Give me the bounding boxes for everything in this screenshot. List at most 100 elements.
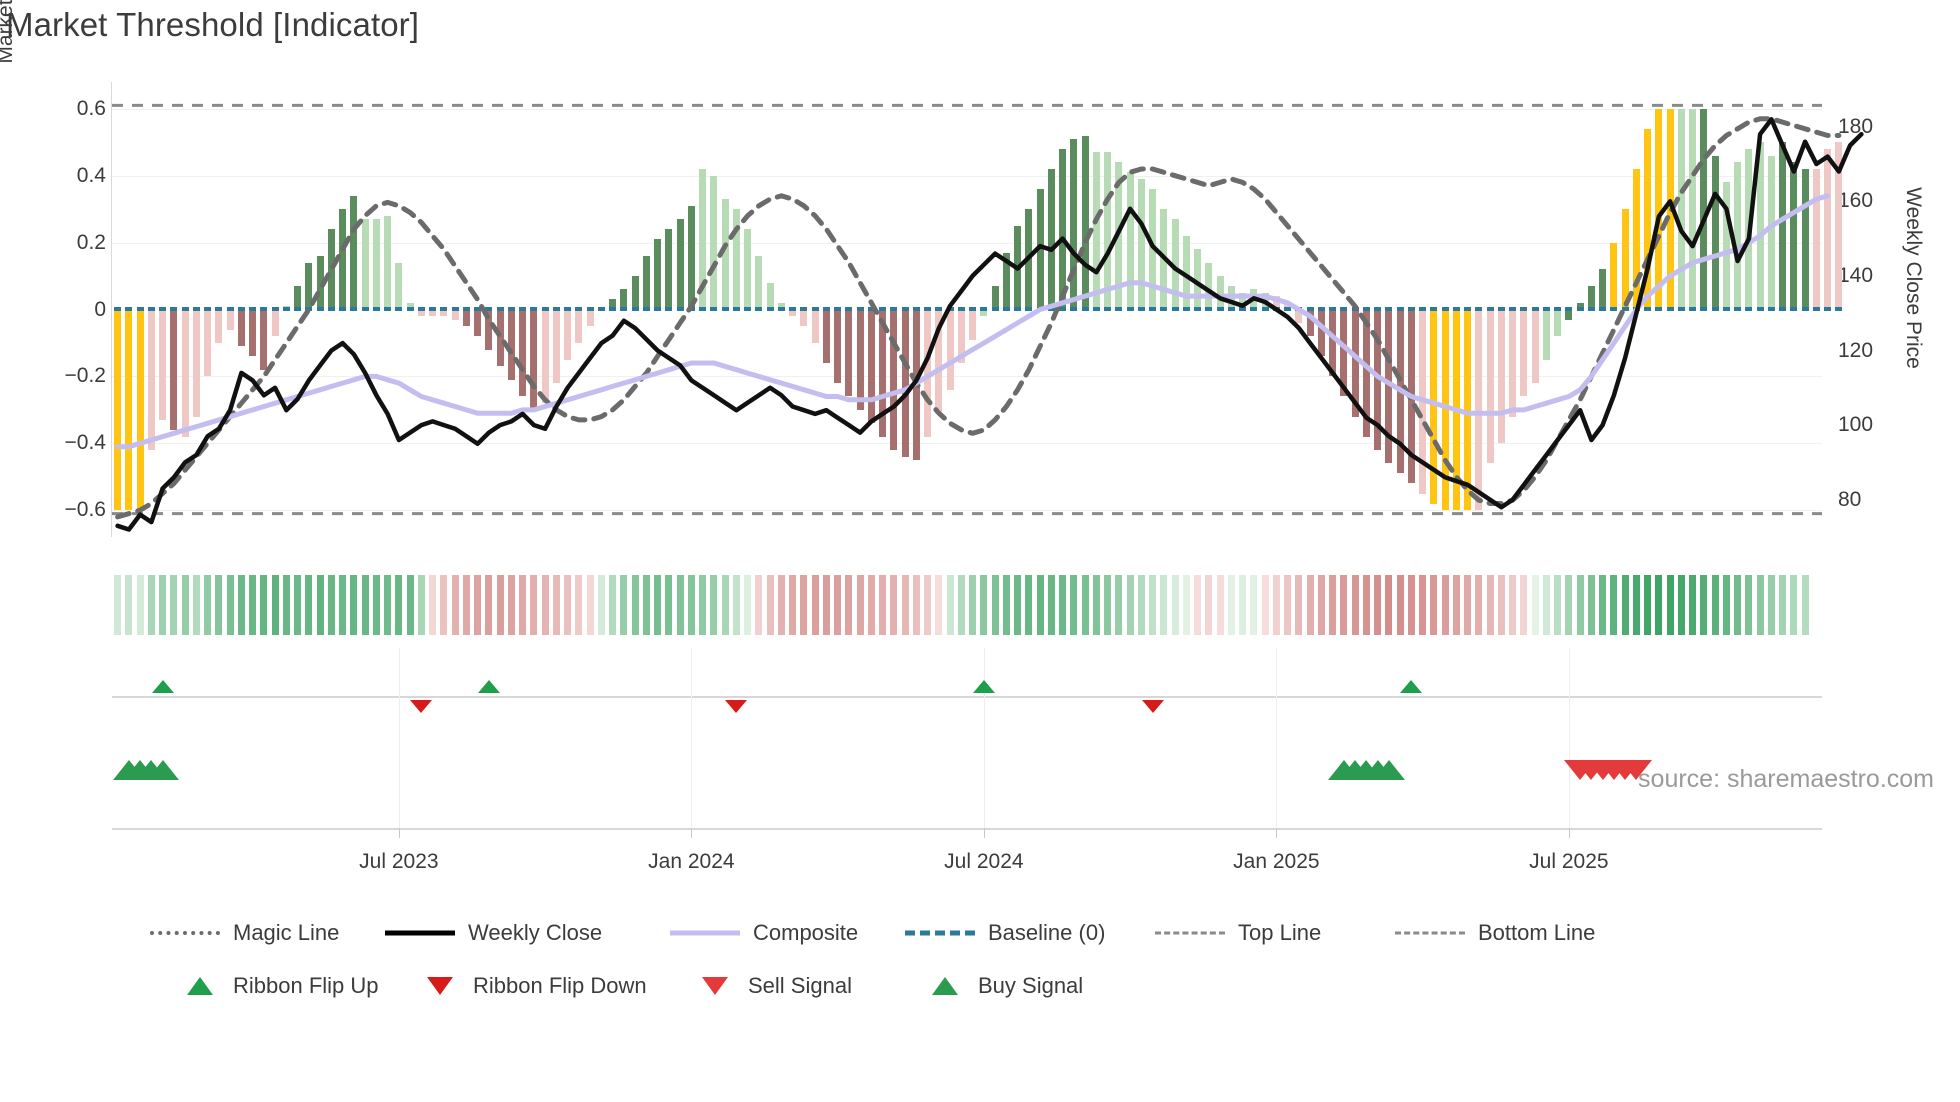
threshold-bar bbox=[1711, 155, 1719, 310]
legend-item-baseline-0[interactable]: Baseline (0) bbox=[905, 920, 1105, 946]
baseline-dash bbox=[429, 306, 437, 311]
baseline-dash bbox=[1194, 306, 1202, 311]
y-axis-left-label: Market Threshold (Composite) bbox=[0, 0, 18, 92]
signal-vgrid bbox=[398, 648, 400, 828]
legend-marker-swatch bbox=[180, 977, 220, 995]
ribbon-cell bbox=[1441, 575, 1449, 635]
ribbon-cell bbox=[1351, 575, 1359, 635]
threshold-bar bbox=[1340, 309, 1348, 397]
y-tick-right: 120 bbox=[1838, 338, 1874, 362]
baseline-dash bbox=[1711, 306, 1719, 311]
ribbon-cell bbox=[271, 575, 279, 635]
ribbon-cell bbox=[1475, 575, 1483, 635]
threshold-bar bbox=[170, 309, 178, 430]
ribbon-cell bbox=[327, 575, 335, 635]
threshold-bar bbox=[530, 309, 538, 410]
ribbon-cell bbox=[1205, 575, 1213, 635]
threshold-bar bbox=[1216, 276, 1224, 310]
threshold-bar bbox=[1779, 142, 1787, 310]
triangle-up-icon bbox=[187, 977, 213, 995]
baseline-dash bbox=[1329, 306, 1337, 311]
ribbon-cell bbox=[1284, 575, 1292, 635]
legend-item-composite[interactable]: Composite bbox=[670, 920, 858, 946]
threshold-bar bbox=[1542, 309, 1550, 360]
legend-item-top-line[interactable]: Top Line bbox=[1155, 920, 1321, 946]
threshold-bar bbox=[822, 309, 830, 364]
ribbon-cell bbox=[755, 575, 763, 635]
baseline-dash bbox=[980, 306, 988, 311]
line-overlays bbox=[112, 103, 1864, 532]
legend-marker-swatch bbox=[925, 977, 965, 995]
x-tick-mark bbox=[398, 828, 400, 838]
chart-title: Market Threshold [Indicator] bbox=[6, 6, 420, 43]
baseline-dash bbox=[249, 306, 257, 311]
baseline-dash bbox=[575, 306, 583, 311]
ribbon-cell bbox=[1767, 575, 1775, 635]
baseline-dash bbox=[1464, 306, 1472, 311]
ribbon-cell bbox=[372, 575, 380, 635]
legend-item-ribbon-flip-down[interactable]: Ribbon Flip Down bbox=[420, 973, 647, 999]
threshold-bar bbox=[564, 309, 572, 360]
threshold-bar bbox=[429, 309, 437, 317]
signal-vgrid bbox=[983, 648, 985, 828]
ribbon-cell bbox=[1081, 575, 1089, 635]
ribbon-cell bbox=[1025, 575, 1033, 635]
baseline-dash bbox=[271, 306, 279, 311]
legend-item-buy-signal[interactable]: Buy Signal bbox=[925, 973, 1083, 999]
legend-item-ribbon-flip-up[interactable]: Ribbon Flip Up bbox=[180, 973, 379, 999]
ribbon-cell bbox=[361, 575, 369, 635]
baseline-dash bbox=[957, 306, 965, 311]
ribbon-cell bbox=[1126, 575, 1134, 635]
baseline-dash bbox=[294, 306, 302, 311]
threshold-bar bbox=[1092, 152, 1100, 310]
baseline-dash bbox=[125, 306, 133, 311]
baseline-dash bbox=[496, 306, 504, 311]
ribbon-cell bbox=[1171, 575, 1179, 635]
threshold-bar bbox=[1171, 219, 1179, 310]
baseline-dash bbox=[642, 306, 650, 311]
ribbon-cell bbox=[1711, 575, 1719, 635]
ribbon-cell bbox=[1272, 575, 1280, 635]
ribbon-cell bbox=[834, 575, 842, 635]
threshold-bar bbox=[350, 195, 358, 310]
legend-item-bottom-line[interactable]: Bottom Line bbox=[1395, 920, 1595, 946]
y-tick-left: 0 bbox=[94, 297, 106, 321]
ribbon-cell bbox=[1216, 575, 1224, 635]
ribbon-cell bbox=[440, 575, 448, 635]
baseline-dash bbox=[1610, 306, 1618, 311]
ribbon-cell bbox=[620, 575, 628, 635]
baseline-dash bbox=[1115, 306, 1123, 311]
legend-item-magic-line[interactable]: Magic Line bbox=[150, 920, 339, 946]
magic-line bbox=[115, 116, 1842, 520]
signal-vgrid bbox=[1568, 648, 1570, 828]
ribbon-cell bbox=[204, 575, 212, 635]
threshold-bar bbox=[867, 309, 875, 424]
ribbon-cell bbox=[1621, 575, 1629, 635]
ribbon-flip-up-marker bbox=[477, 680, 500, 693]
baseline-dash bbox=[204, 306, 212, 311]
baseline-dash bbox=[834, 306, 842, 311]
legend-label: Baseline (0) bbox=[988, 920, 1106, 945]
baseline-dash bbox=[1644, 306, 1652, 311]
ribbon-cell bbox=[1261, 575, 1269, 635]
threshold-bar bbox=[766, 282, 774, 310]
threshold-bar bbox=[1351, 309, 1359, 417]
x-tick-label: Jan 2024 bbox=[648, 850, 735, 873]
threshold-bar bbox=[1576, 302, 1584, 310]
legend-item-sell-signal[interactable]: Sell Signal bbox=[695, 973, 852, 999]
threshold-bar bbox=[204, 309, 212, 377]
baseline-dash bbox=[1722, 306, 1730, 311]
ribbon-cell bbox=[642, 575, 650, 635]
x-tick-mark bbox=[1568, 828, 1570, 838]
threshold-bar bbox=[744, 229, 752, 310]
ribbon-cell bbox=[316, 575, 324, 635]
threshold-bar bbox=[1801, 168, 1809, 310]
baseline-dash bbox=[226, 306, 234, 311]
ribbon-cell bbox=[1430, 575, 1438, 635]
triangle-down-icon bbox=[702, 977, 728, 995]
threshold-bar bbox=[654, 239, 662, 310]
legend-item-weekly-close[interactable]: Weekly Close bbox=[385, 920, 602, 946]
plot-left-spine bbox=[111, 82, 112, 537]
signal-axis-line bbox=[112, 696, 1822, 698]
baseline-dash bbox=[170, 306, 178, 311]
